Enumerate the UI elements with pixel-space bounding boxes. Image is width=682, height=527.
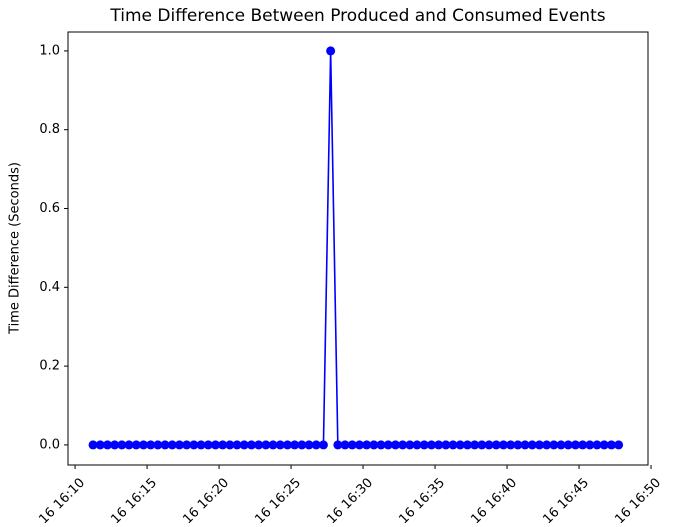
point xyxy=(556,440,566,450)
point xyxy=(160,440,170,450)
point xyxy=(326,46,336,56)
x-tick-label: 16 16:30 xyxy=(324,475,376,527)
point xyxy=(261,440,271,450)
point xyxy=(182,440,192,450)
y-tick-label: 0.8 xyxy=(39,122,60,137)
point xyxy=(95,440,105,450)
point xyxy=(549,440,559,450)
point xyxy=(174,440,184,450)
point xyxy=(405,440,415,450)
chart-title: Time Difference Between Produced and Con… xyxy=(109,6,605,26)
point xyxy=(470,440,480,450)
point xyxy=(491,440,501,450)
point xyxy=(369,440,379,450)
series-line xyxy=(93,50,619,446)
point xyxy=(455,440,465,450)
point xyxy=(318,440,328,450)
point xyxy=(585,440,595,450)
point xyxy=(462,440,472,450)
point xyxy=(189,440,199,450)
point xyxy=(117,440,127,450)
point xyxy=(304,440,314,450)
y-axis-label: Time Difference (Seconds) xyxy=(8,162,23,335)
point xyxy=(390,440,400,450)
point xyxy=(426,440,436,450)
point xyxy=(153,440,163,450)
point xyxy=(570,440,580,450)
point xyxy=(376,440,386,450)
point xyxy=(592,440,602,450)
point xyxy=(412,440,422,450)
point xyxy=(513,440,523,450)
x-tick-label: 16 16:25 xyxy=(252,475,304,527)
point xyxy=(239,440,249,450)
point xyxy=(110,440,120,450)
x-tick-label: 16 16:40 xyxy=(468,475,520,527)
point xyxy=(210,440,220,450)
point xyxy=(398,440,408,450)
x-tick-label: 16 16:50 xyxy=(612,475,664,527)
point xyxy=(232,440,242,450)
point xyxy=(102,440,112,450)
point xyxy=(362,440,372,450)
y-tick-label: 1.0 xyxy=(39,43,60,58)
point xyxy=(196,440,206,450)
point xyxy=(534,440,544,450)
point xyxy=(448,440,458,450)
point xyxy=(599,440,609,450)
point xyxy=(383,440,393,450)
point xyxy=(498,440,508,450)
point xyxy=(131,440,141,450)
point xyxy=(333,440,343,450)
y-tick-label: 0.2 xyxy=(39,359,60,374)
y-tick-label: 0.0 xyxy=(39,437,60,452)
point xyxy=(268,440,278,450)
point xyxy=(146,440,156,450)
point xyxy=(88,440,98,450)
point xyxy=(275,440,285,450)
plot-frame xyxy=(67,31,649,466)
point xyxy=(520,440,530,450)
point xyxy=(311,440,321,450)
point xyxy=(563,440,573,450)
point xyxy=(441,440,451,450)
point xyxy=(419,440,429,450)
point xyxy=(218,440,228,450)
point xyxy=(246,440,256,450)
point xyxy=(203,440,213,450)
point xyxy=(542,440,552,450)
point xyxy=(254,440,264,450)
x-tick-label: 16 16:10 xyxy=(36,475,88,527)
point xyxy=(290,440,300,450)
point xyxy=(434,440,444,450)
point xyxy=(606,440,616,450)
point xyxy=(225,440,235,450)
point xyxy=(297,440,307,450)
point xyxy=(124,440,134,450)
x-tick-label: 16 16:15 xyxy=(108,475,160,527)
point xyxy=(167,440,177,450)
point xyxy=(506,440,516,450)
point xyxy=(347,440,357,450)
x-tick-label: 16 16:35 xyxy=(396,475,448,527)
x-tick-label: 16 16:45 xyxy=(540,475,592,527)
point xyxy=(484,440,494,450)
point xyxy=(282,440,292,450)
point xyxy=(340,440,350,450)
x-tick-label: 16 16:20 xyxy=(180,475,232,527)
point xyxy=(578,440,588,450)
y-tick-label: 0.6 xyxy=(39,201,60,216)
point xyxy=(614,440,624,450)
point xyxy=(477,440,487,450)
point xyxy=(527,440,537,450)
point xyxy=(138,440,148,450)
y-tick-label: 0.4 xyxy=(39,280,60,295)
point xyxy=(354,440,364,450)
